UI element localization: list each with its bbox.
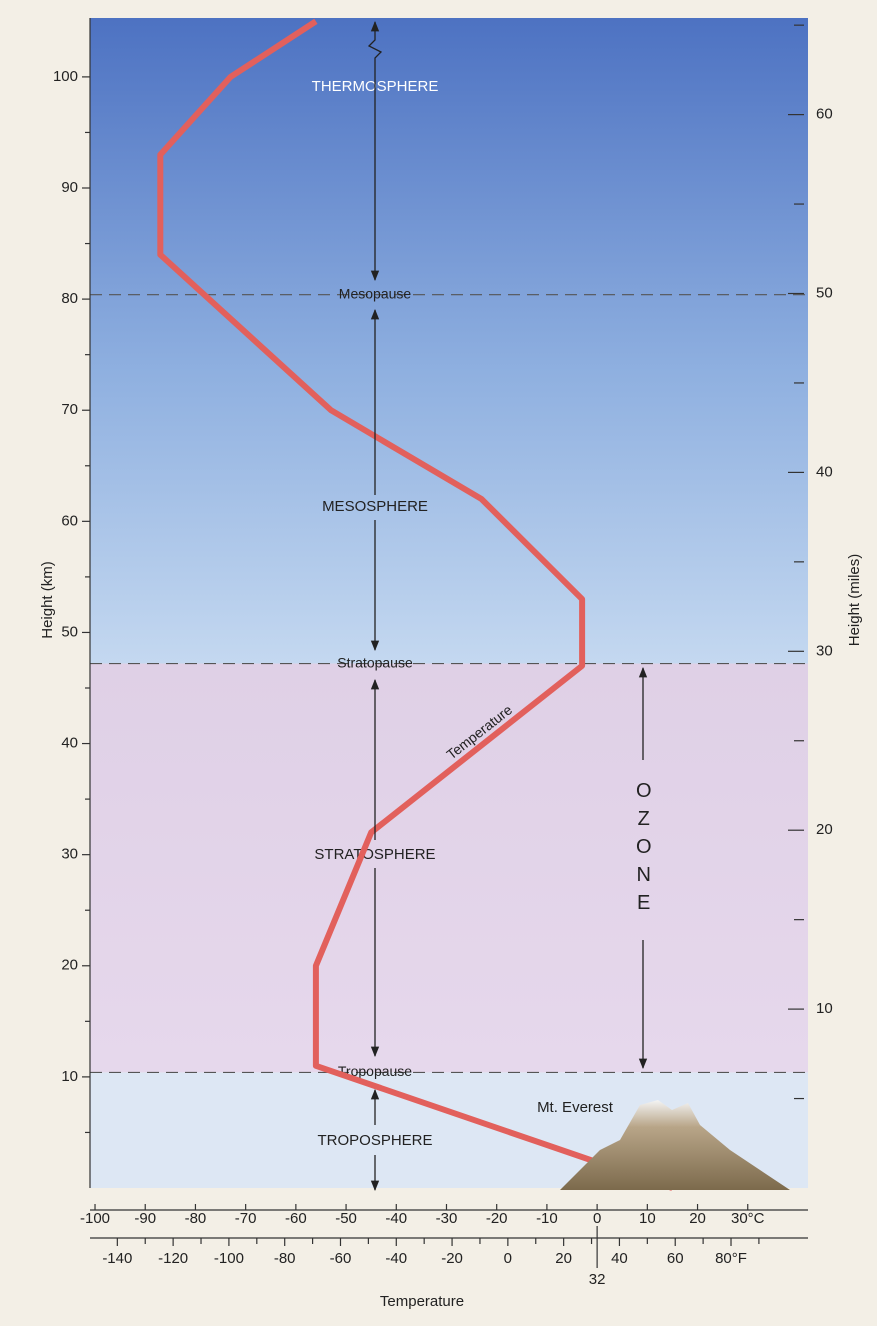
- x-tick-label: -20: [486, 1210, 508, 1227]
- x-tick-label: 10: [639, 1210, 656, 1227]
- region-label: TROPOSPHERE: [317, 1132, 432, 1149]
- x-tick-label: -10: [536, 1210, 558, 1227]
- y-tick-label: 100: [53, 68, 78, 85]
- boundary-label: Tropopause: [338, 1063, 412, 1079]
- x2-tick-label: -100: [214, 1250, 244, 1267]
- x2-tick-label: -20: [441, 1250, 463, 1267]
- annotation: Mt. Everest: [537, 1099, 614, 1116]
- x2-tick-label: -60: [330, 1250, 352, 1267]
- x-tick-label: -60: [285, 1210, 307, 1227]
- x2-tick-label: 20: [555, 1250, 572, 1267]
- x2-tick-label: 60: [667, 1250, 684, 1267]
- boundary-label: Stratopause: [337, 654, 413, 670]
- region-label: MESOSPHERE: [322, 498, 428, 515]
- y-tick-label: 50: [61, 623, 78, 640]
- y2-tick-label: 50: [816, 284, 833, 301]
- x-tick-label: 20: [689, 1210, 706, 1227]
- y2-axis-title: Height (miles): [846, 554, 863, 647]
- x-tick-label: 0: [593, 1210, 601, 1227]
- y2-tick-label: 30: [816, 642, 833, 659]
- y-tick-label: 80: [61, 290, 78, 307]
- arrow: [367, 20, 383, 282]
- boundary-label: Mesopause: [339, 285, 412, 301]
- x-axis-title: Temperature: [380, 1293, 464, 1310]
- x2-tick-label: -140: [102, 1250, 132, 1267]
- x2-tick-label: 80°F: [715, 1250, 747, 1267]
- mountain: [560, 1100, 790, 1190]
- y2-tick-label: 60: [816, 106, 833, 123]
- x-tick-label: 30°C: [731, 1210, 765, 1227]
- y-tick-label: 70: [61, 401, 78, 418]
- x2-tick-label: 40: [611, 1250, 628, 1267]
- x2-tick-label: -40: [385, 1250, 407, 1267]
- y2-tick-label: 10: [816, 1000, 833, 1017]
- x2-tick-label: -120: [158, 1250, 188, 1267]
- y-axis-title: Height (km): [39, 561, 56, 639]
- y-tick-label: 10: [61, 1068, 78, 1085]
- layer: [90, 663, 808, 1073]
- layer: [90, 18, 808, 664]
- x-tick-label: -90: [134, 1210, 156, 1227]
- x2-special-label: 32: [589, 1271, 606, 1288]
- x-tick-label: -30: [436, 1210, 458, 1227]
- y-tick-label: 20: [61, 957, 78, 974]
- region-label: STRATOSPHERE: [314, 846, 435, 863]
- y-tick-label: 40: [61, 735, 78, 752]
- x-tick-label: -40: [385, 1210, 407, 1227]
- decorations: [367, 20, 790, 1192]
- annotation: OZONE: [633, 780, 655, 920]
- x-tick-label: -80: [185, 1210, 207, 1227]
- x2-tick-label: -80: [274, 1250, 296, 1267]
- background-layers: [90, 18, 808, 1188]
- y-tick-label: 30: [61, 846, 78, 863]
- x-tick-label: -100: [80, 1210, 110, 1227]
- temperature-line: [157, 18, 674, 1191]
- y-tick-label: 90: [61, 179, 78, 196]
- y2-tick-label: 40: [816, 463, 833, 480]
- y-tick-label: 60: [61, 512, 78, 529]
- y2-tick-label: 20: [816, 821, 833, 838]
- x2-tick-label: 0: [504, 1250, 512, 1267]
- x-tick-label: -50: [335, 1210, 357, 1227]
- x-tick-label: -70: [235, 1210, 257, 1227]
